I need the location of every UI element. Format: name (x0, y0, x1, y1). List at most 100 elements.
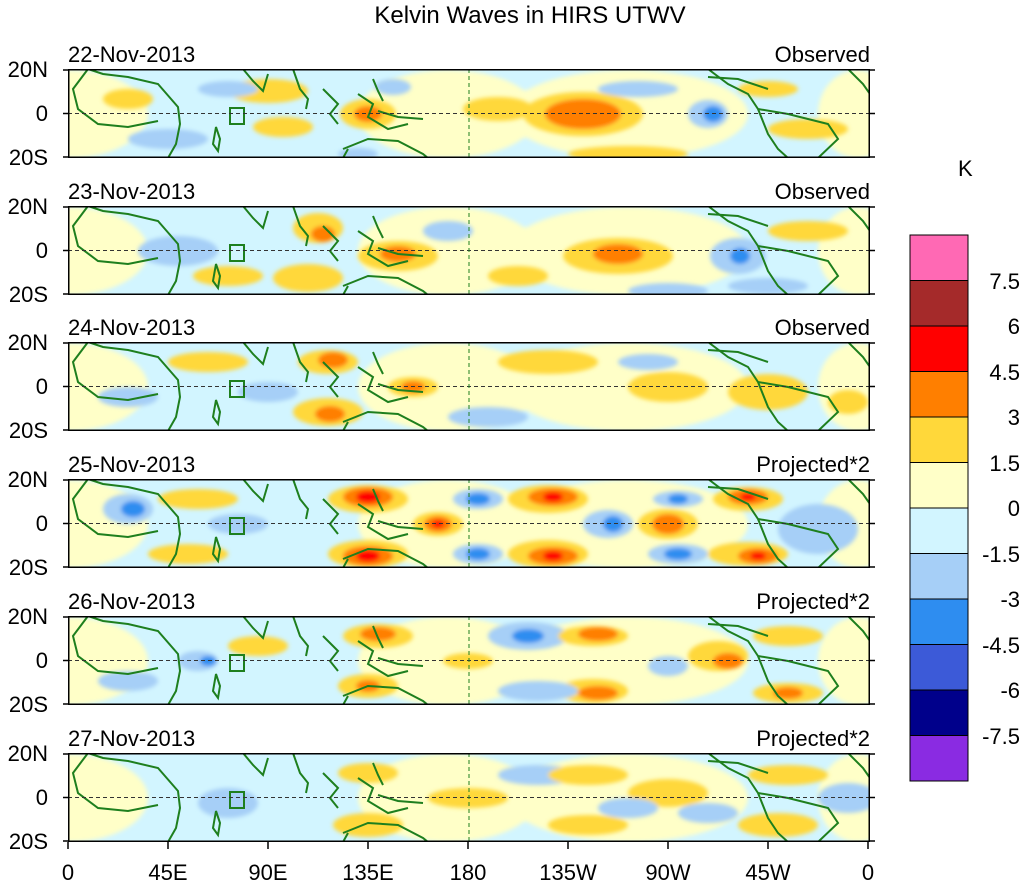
colorbar-swatch (909, 280, 969, 327)
colorbar-swatch (909, 644, 969, 691)
lat-ticks (63, 753, 875, 842)
coastline (707, 206, 840, 295)
anomaly-field (98, 350, 868, 427)
colorbar-swatch (909, 598, 969, 645)
anomaly-contour (68, 343, 148, 431)
panel-border (68, 342, 870, 431)
coastline (292, 479, 424, 541)
lat-tick-label: 20N (7, 194, 48, 219)
lat-tick-label: 20S (8, 418, 48, 443)
colorbar-swatch (909, 416, 969, 463)
anomaly-contour (432, 520, 444, 528)
panel-border (68, 69, 870, 158)
anomaly-contour (578, 686, 618, 700)
hovmoller-panel-map (68, 206, 870, 295)
lon-tick-label: 0 (861, 860, 875, 885)
colorbar-swatch (909, 325, 969, 372)
anomaly-contour (618, 354, 678, 370)
anomaly-contour (603, 516, 623, 532)
anomaly-contour (628, 779, 708, 807)
lat-tick-label: 20S (8, 829, 48, 854)
anomaly-contour (738, 813, 818, 837)
panel-date: 22-Nov-2013 (68, 42, 196, 67)
figure-title: Kelvin Waves in HIRS UTWV (374, 2, 686, 29)
lon-tick-label: 90E (248, 860, 288, 885)
lat-tick-label: 20S (8, 145, 48, 170)
coastline (847, 69, 870, 95)
lat-tick-label: 20N (7, 330, 48, 355)
coastline (847, 342, 870, 368)
anomaly-contour (356, 491, 380, 503)
lat-tick-label: 0 (35, 374, 48, 399)
hovmoller-panel-map (68, 342, 870, 431)
lat-tick-label: 20N (7, 604, 48, 629)
panel-date: 27-Nov-2013 (68, 726, 196, 751)
lat-tick-label: 20S (8, 692, 48, 717)
coastline (242, 753, 269, 777)
lat-tick-label: 20N (7, 467, 48, 492)
anomaly-contour (356, 550, 380, 562)
coastline (372, 215, 384, 239)
anomaly-contour (628, 283, 708, 295)
anomaly-contour (228, 636, 288, 656)
anomaly-contour (728, 374, 808, 410)
coastline (211, 810, 222, 838)
colorbar-label: -3 (1000, 587, 1020, 612)
anomaly-contour (543, 492, 563, 502)
lat-tick-label: 0 (35, 785, 48, 810)
anomaly-contour (128, 129, 208, 149)
region-box (229, 244, 245, 262)
anomaly-field (198, 763, 870, 837)
colorbar-swatch (909, 507, 969, 554)
coastline (707, 479, 840, 568)
panel-label: Projected*2 (756, 452, 870, 477)
coastline (292, 753, 424, 815)
hovmoller-panel-map (68, 753, 870, 842)
region-box (229, 791, 245, 809)
anomaly-contour (548, 765, 628, 785)
lon-tick-label: 135E (342, 860, 394, 885)
colorbar-label: 4.5 (989, 359, 1020, 385)
coastline (242, 616, 269, 640)
coastline (847, 753, 870, 779)
coastline (707, 753, 840, 842)
anomaly-field (103, 485, 858, 568)
anomaly-contour (740, 493, 756, 501)
colorbar-label: -7.5 (982, 723, 1020, 749)
coastline (211, 263, 222, 291)
panel-label: Observed (774, 315, 870, 340)
region-box (229, 380, 245, 398)
coastline (707, 342, 840, 431)
anomaly-contour (628, 372, 708, 402)
lat-tick-label: 20N (7, 57, 48, 82)
coastline (707, 349, 769, 363)
anomaly-contour (338, 763, 398, 783)
panel-border (68, 479, 870, 568)
coastline (707, 623, 769, 637)
colorbar-label: 0 (1007, 496, 1020, 521)
anomaly-contour (750, 552, 766, 560)
coastline (707, 69, 840, 158)
region-box (229, 107, 245, 125)
anomaly-contour (593, 244, 643, 264)
anomaly-contour (448, 407, 528, 427)
lat-ticks (63, 616, 875, 705)
colorbar-label: 3 (1007, 405, 1020, 430)
anomaly-contour (98, 671, 158, 691)
panel-border (68, 753, 870, 842)
coastline (847, 206, 870, 232)
lon-tick-label: 45E (148, 860, 188, 885)
coastline (707, 616, 840, 705)
panel-date: 23-Nov-2013 (68, 179, 196, 204)
panel-date: 26-Nov-2013 (68, 589, 196, 614)
anomaly-contour (68, 207, 148, 295)
lat-ticks (63, 342, 875, 431)
anomaly-contour (466, 493, 490, 505)
anomaly-contour (818, 617, 870, 705)
anomaly-contour (98, 387, 158, 407)
colorbar-swatch (909, 371, 969, 418)
colorbar (909, 234, 969, 782)
anomaly-contour (753, 626, 823, 646)
coastline (71, 342, 182, 431)
